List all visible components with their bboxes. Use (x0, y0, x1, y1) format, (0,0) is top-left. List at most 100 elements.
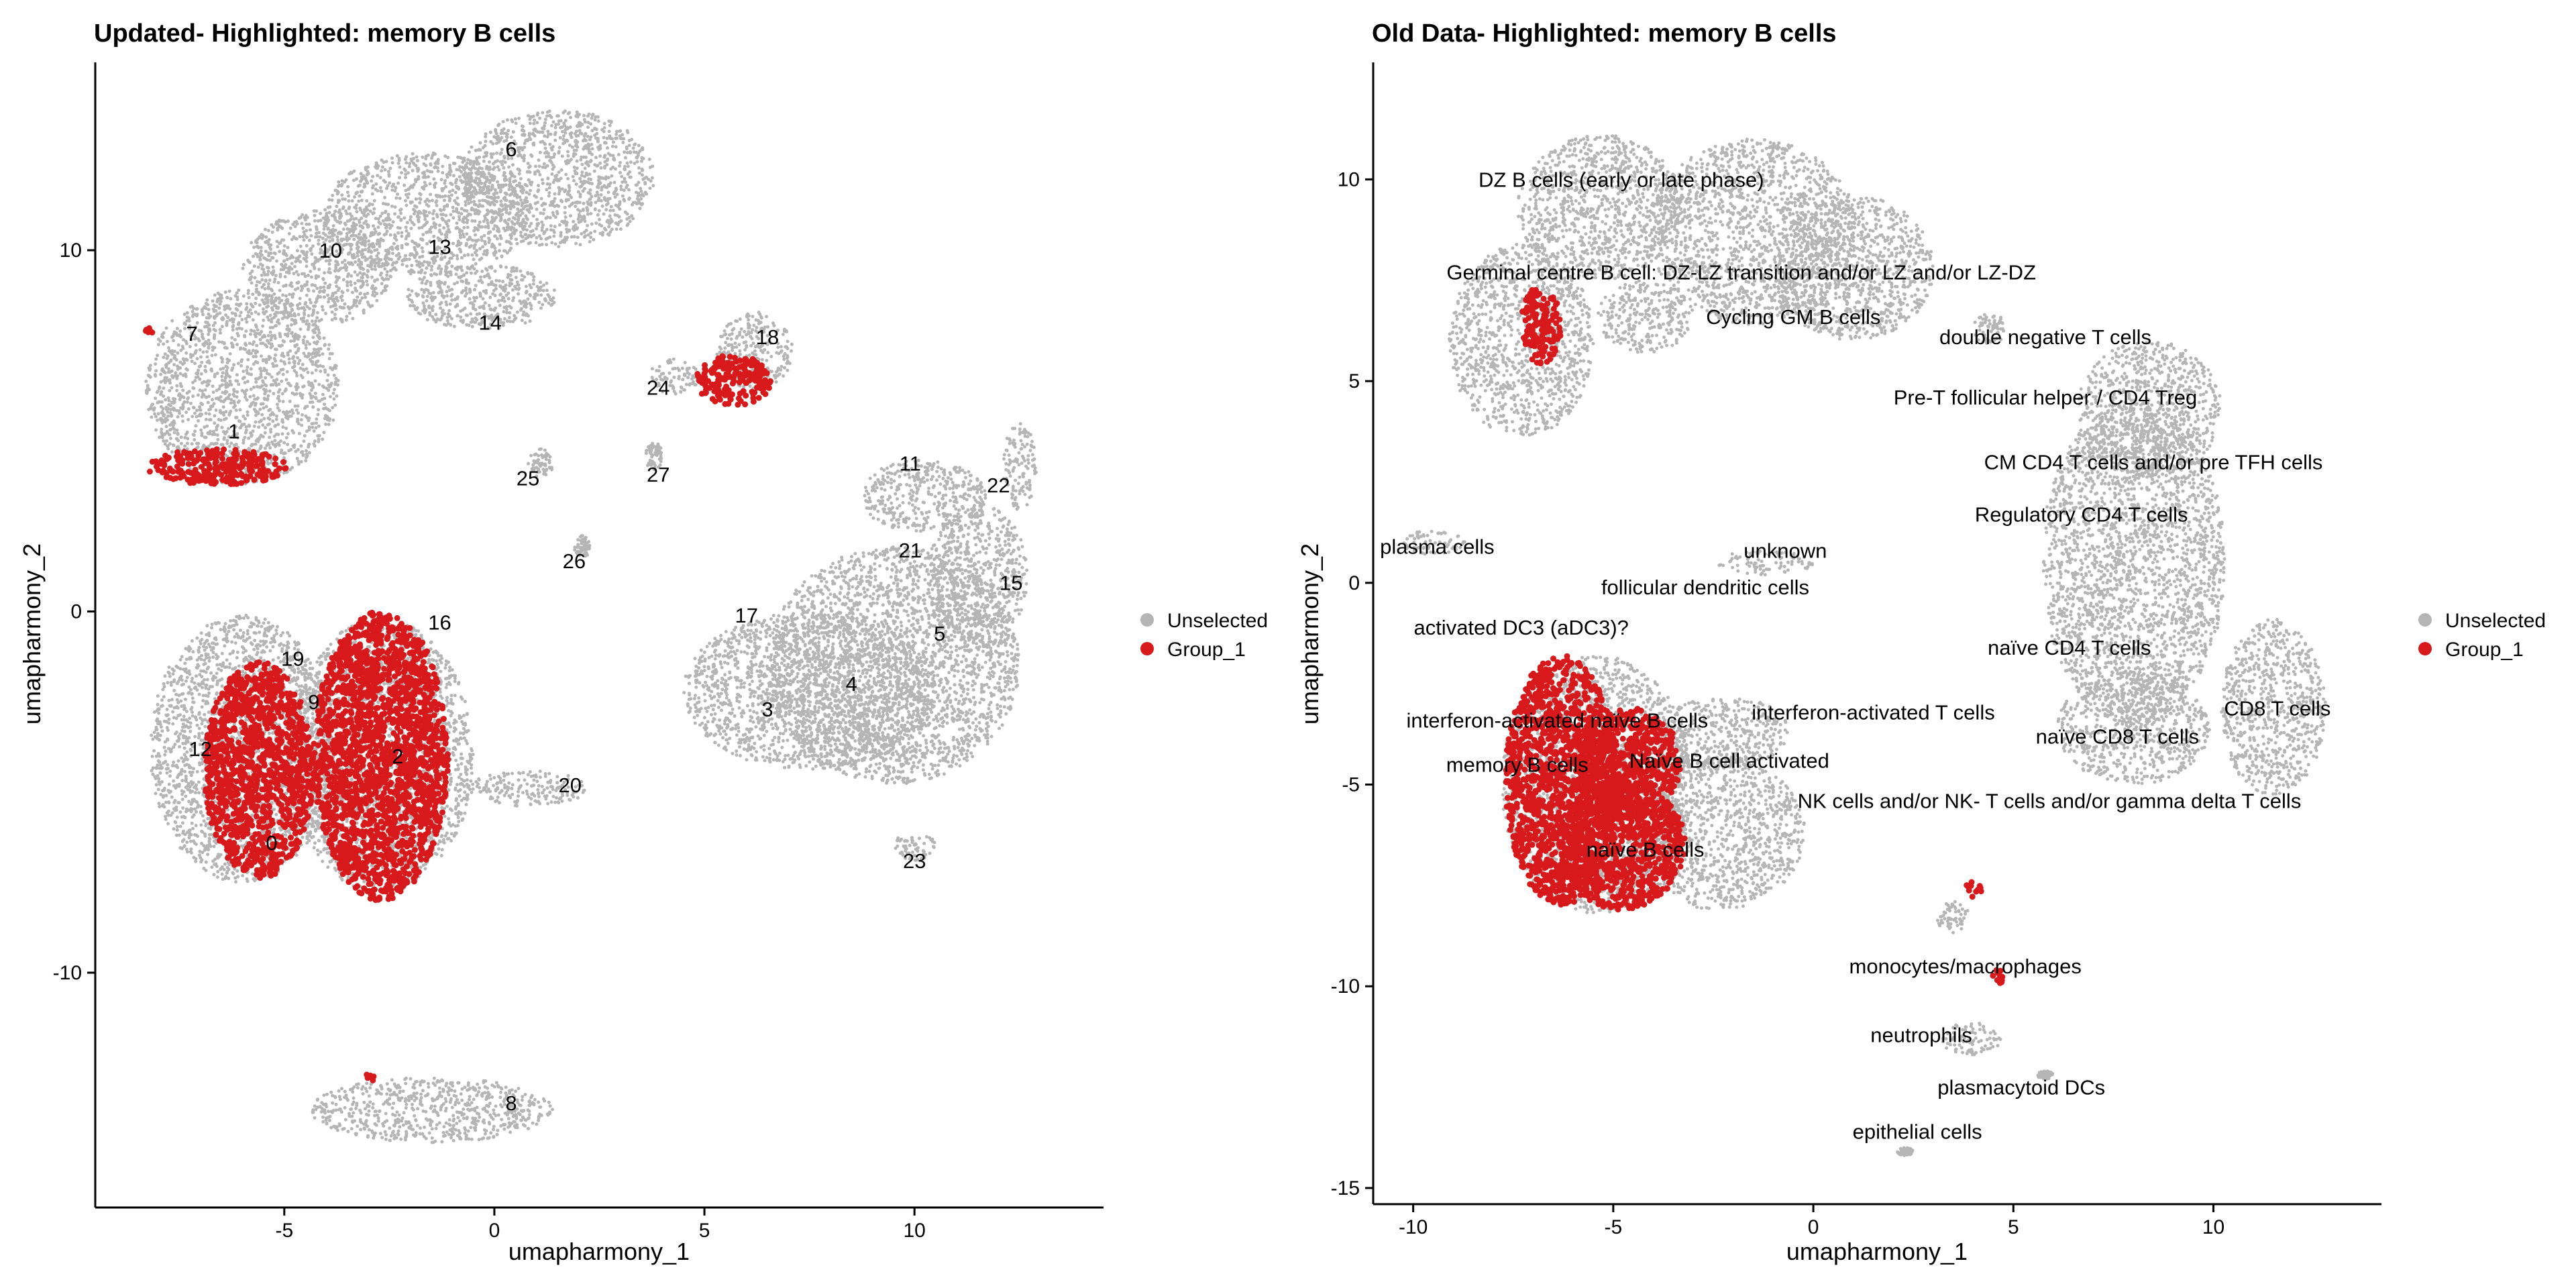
panel-old-unselected-cluster (2077, 341, 2222, 478)
panel-updated-cluster-label: 25 (517, 466, 539, 490)
panel-old-cluster-labels: DZ B cells (early or late phase) Germinal… (1380, 168, 2330, 1143)
panel-old-cluster-label: epithelial cells (1853, 1120, 1982, 1144)
panel-old-cluster-label: interferon-activated naïve B cells (1407, 708, 1709, 732)
panel-old-unselected-cluster (1973, 313, 2006, 345)
panel-updated-cluster-label: 27 (647, 463, 669, 486)
panel-old-unselected-cluster (1717, 549, 1815, 577)
panel-updated-cluster-label: 22 (987, 474, 1010, 497)
panel-old-cluster-label: naïve CD4 T cells (1988, 636, 2151, 659)
panel-updated-legend-group-swatch (1140, 642, 1154, 655)
panel-updated-cluster-label: 13 (428, 235, 451, 259)
panel-updated-group-points (143, 325, 774, 1083)
panel-updated-unselected-cluster (573, 534, 592, 558)
panel-updated-unselected-cluster (311, 1076, 555, 1144)
panel-old-unselected-cluster (1402, 529, 1466, 556)
panel-updated-x-tick-label: 5 (699, 1220, 710, 1242)
panel-updated-y-axis-title: umapharmony_2 (18, 543, 46, 724)
panel-old-cluster-label: plasma cells (1380, 535, 1495, 559)
panel-old-unselected-cluster (1660, 697, 1789, 769)
panel-old-legend-unselected-label: Unselected (2445, 610, 2546, 632)
panel-updated-cluster-label: 17 (735, 604, 757, 627)
panel-old-cluster-label: monocytes/macrophages (1849, 955, 2082, 978)
panel-updated-unselected-cluster (766, 545, 1020, 786)
panel-old-cluster-label: plasmacytoid DCs (1937, 1076, 2105, 1099)
panel-updated-unselected-cluster (650, 357, 701, 396)
panel-old-cluster-label: follicular dendritic cells (1601, 576, 1809, 599)
panel-updated-cluster-label: 21 (899, 539, 922, 562)
panel-old-cluster-label: NK cells and/or NK- T cells and/or gamma… (1798, 790, 2302, 813)
panel-updated-cluster-label: 7 (186, 322, 197, 345)
panel-updated-group-cluster (202, 659, 317, 881)
panel-updated-x-tick-label: -5 (275, 1220, 293, 1242)
panel-updated-group-cluster (311, 609, 451, 904)
panel-old-group-points (1503, 286, 2006, 986)
panel-old-cluster-label: naïve B cells (1587, 838, 1705, 861)
panel-updated-cluster-label: 8 (505, 1091, 517, 1115)
panel-old: Old Data- Highlighted: memory B cells DZ… (1296, 19, 2546, 1265)
panel-updated-unselected-cluster (926, 504, 1029, 649)
panel-old-cluster-label: Regulatory CD4 T cells (1975, 503, 2188, 527)
panel-updated-cluster-label: 12 (189, 737, 211, 761)
panel-old-y-axis-title: umapharmony_2 (1296, 543, 1324, 724)
panel-old-group-cluster (1964, 879, 1984, 900)
panel-updated-unselected-cluster (468, 769, 586, 808)
panel-updated-x-axis-title: umapharmony_1 (508, 1238, 690, 1265)
panel-updated-cluster-label: 11 (900, 452, 921, 476)
panel-updated-cluster-label: 19 (281, 647, 304, 671)
panel-old-y-tick-label: 10 (1338, 168, 1360, 191)
panel-updated-x-ticks: -5 0 5 10 (275, 1208, 926, 1242)
panel-old-legend: Unselected Group_1 (2418, 610, 2546, 661)
panel-updated-cluster-label: 20 (558, 773, 581, 797)
panel-old-unselected-cluster (1935, 900, 1970, 934)
panel-updated-title: Updated- Highlighted: memory B cells (94, 19, 555, 48)
panel-updated-y-tick-label: 10 (60, 239, 82, 262)
panel-updated-cluster-label: 18 (756, 325, 779, 349)
panel-updated-unselected-cluster (1002, 422, 1038, 511)
panel-old-cluster-label: Pre-T follicular helper / CD4 Treg (1894, 386, 2198, 409)
panel-old-cluster-label: activated DC3 (aDC3)? (1413, 616, 1628, 639)
panel-old-y-tick-label: 5 (1348, 370, 1360, 392)
panel-old-unselected-cluster (1648, 138, 1857, 326)
panel-old-x-ticks: -10 -5 0 5 10 (1399, 1204, 2224, 1238)
panel-updated-group-cluster (143, 325, 156, 336)
panel-old-cluster-label: memory B cells (1446, 753, 1589, 777)
panel-old-legend-group-swatch (2418, 642, 2432, 655)
panel-old-unselected-cluster (2056, 669, 2211, 786)
panel-old-unselected-points (1402, 134, 2327, 1157)
panel-old-cluster-label: interferon-activated T cells (1752, 700, 1994, 724)
panel-updated-legend-group-label: Group_1 (1167, 639, 1246, 661)
panel-old-cluster-label: CM CD4 T cells and/or pre TFH cells (1984, 450, 2323, 474)
panel-old-cluster-label: DZ B cells (early or late phase) (1479, 168, 1764, 191)
panel-updated-cluster-label: 26 (563, 549, 586, 573)
panel-old-cluster-label: naïve CD8 T cells (2036, 724, 2200, 748)
panel-old-cluster-label: Germinal centre B cell: DZ-LZ transition… (1446, 261, 2036, 284)
panel-updated-cluster-label: 23 (903, 849, 926, 873)
panel-old-unselected-cluster (1597, 279, 1695, 354)
panel-old-y-ticks: -15 -10 -5 0 5 10 (1331, 168, 1373, 1199)
panel-old-y-tick-label: -5 (1342, 774, 1360, 796)
panel-old-x-tick-label: -10 (1399, 1216, 1428, 1238)
panel-old-legend-unselected-swatch (2418, 613, 2432, 627)
panel-updated-unselected-cluster (460, 109, 655, 249)
panel-updated-cluster-label: 6 (505, 138, 517, 161)
panel-old-cluster-label: double negative T cells (1939, 325, 2151, 349)
panel-old-cluster-label: Naïve B cell activated (1629, 749, 1829, 772)
panel-updated-cluster-label: 15 (1000, 571, 1022, 594)
panel-old-y-tick-label: -10 (1331, 975, 1360, 998)
panel-old-legend-group-label: Group_1 (2445, 639, 2524, 661)
panel-old-y-tick-label: 0 (1348, 572, 1360, 594)
panel-old-unselected-cluster (2036, 1069, 2055, 1081)
panel-updated-cluster-label: 4 (846, 672, 857, 696)
panel-updated-x-tick-label: 10 (904, 1220, 926, 1242)
panel-updated-unselected-points (144, 109, 1038, 1144)
panel-updated-cluster-label: 16 (428, 611, 451, 635)
panel-old-unselected-cluster (1774, 197, 1935, 341)
panel-old-cluster-label: CD8 T cells (2224, 696, 2330, 720)
panel-old-x-axis-title: umapharmony_1 (1786, 1238, 1968, 1265)
panel-updated-y-tick-label: 0 (70, 600, 82, 623)
panel-old-cluster-label: neutrophils (1870, 1023, 1972, 1046)
panel-updated-legend: Unselected Group_1 (1140, 610, 1268, 661)
panel-updated-cluster-label: 2 (392, 745, 403, 768)
panel-updated-cluster-label: 9 (308, 690, 319, 714)
panel-updated-unselected-cluster (682, 610, 937, 771)
